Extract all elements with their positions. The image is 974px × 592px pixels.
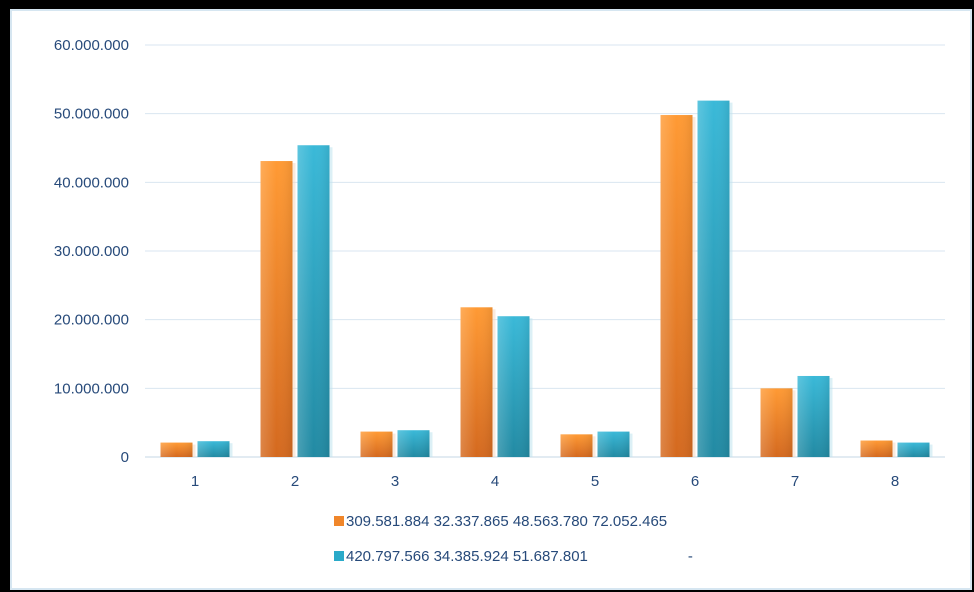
x-tick-label: 3 — [391, 473, 399, 490]
x-axis-tick-labels: 1 2 3 4 5 6 7 8 — [191, 473, 899, 490]
chart-panel — [10, 9, 972, 590]
legend-label: 309.581.884 32.337.865 48.563.780 72.052… — [346, 513, 667, 530]
y-tick-label: 20.000.000 — [54, 312, 129, 329]
bar-highlight — [260, 161, 293, 457]
bar-highlight — [697, 100, 730, 458]
y-tick-label: 0 — [121, 449, 129, 466]
legend-swatch — [334, 551, 344, 561]
bar-highlight — [860, 440, 893, 457]
bar-highlight — [797, 375, 830, 457]
y-tick-label: 40.000.000 — [54, 174, 129, 191]
bar-highlight — [497, 316, 530, 457]
x-tick-label: 6 — [691, 473, 699, 490]
y-axis-tick-labels: 0 10.000.000 20.000.000 30.000.000 40.000.00… — [54, 37, 129, 466]
x-tick-label: 2 — [291, 473, 299, 490]
x-tick-label: 1 — [191, 473, 199, 490]
bar-highlight — [660, 115, 693, 457]
y-tick-label: 60.000.000 — [54, 37, 129, 54]
bar-highlight — [297, 145, 330, 457]
bar-highlight — [560, 434, 593, 457]
x-tick-label: 8 — [891, 473, 899, 490]
bar-highlight — [460, 307, 493, 457]
x-tick-label: 5 — [591, 473, 599, 490]
bar-highlight — [597, 431, 630, 457]
y-tick-label: 10.000.000 — [54, 380, 129, 397]
x-tick-label: 4 — [491, 473, 499, 490]
x-tick-label: 7 — [791, 473, 799, 490]
bar-highlight — [897, 442, 930, 457]
legend: 309.581.884 32.337.865 48.563.780 72.052… — [334, 513, 693, 565]
bar-highlight — [160, 442, 193, 457]
bar-highlight — [197, 441, 230, 457]
legend-label: 420.797.566 34.385.924 51.687.801 - — [346, 548, 693, 565]
y-tick-label: 30.000.000 — [54, 243, 129, 260]
y-tick-label: 50.000.000 — [54, 106, 129, 123]
bar-highlight — [397, 430, 430, 457]
legend-swatch — [334, 516, 344, 526]
bar-highlight — [760, 388, 793, 457]
bar-highlight — [360, 431, 393, 457]
bars — [160, 100, 933, 458]
